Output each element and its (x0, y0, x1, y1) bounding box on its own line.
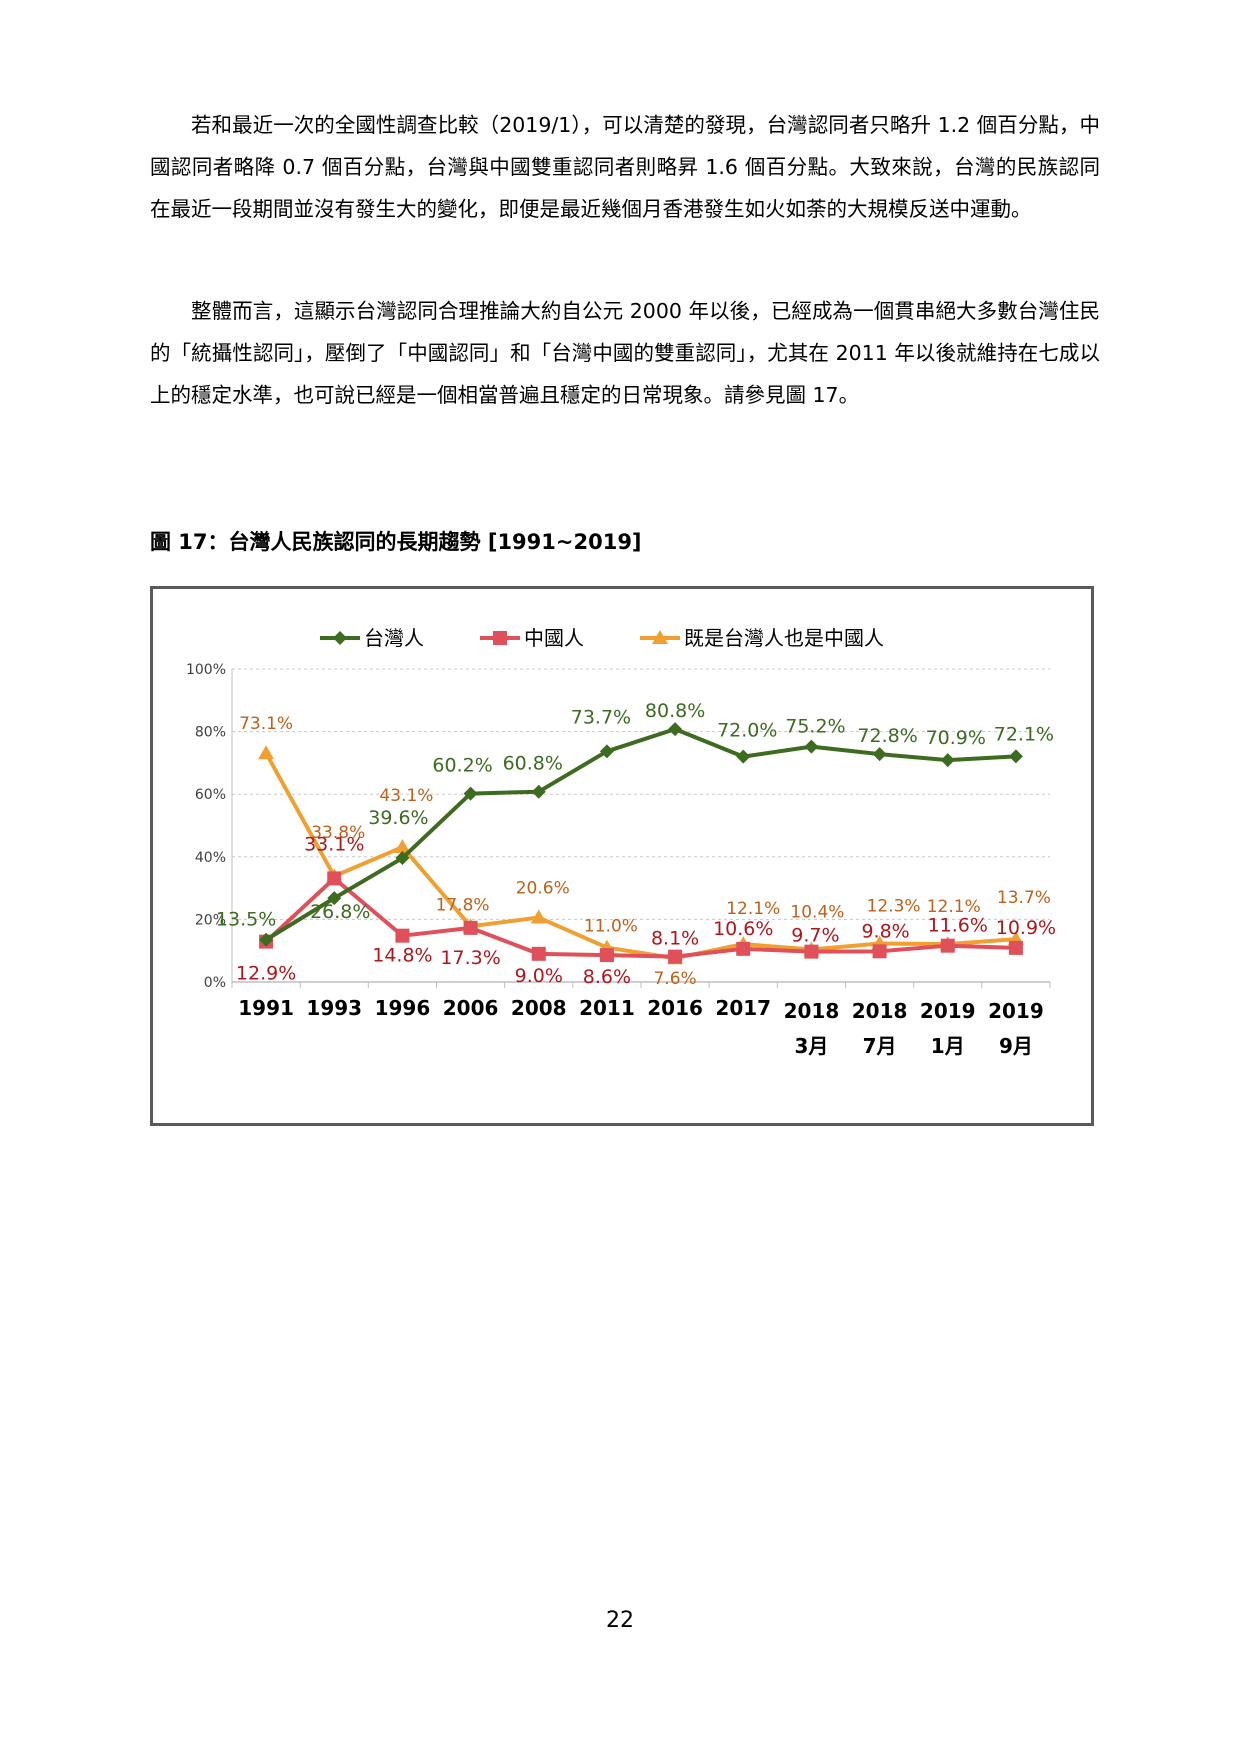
legend-label: 台灣人 (364, 626, 424, 650)
legend-label: 既是台灣人也是中國人 (684, 626, 884, 650)
data-label: 17.8% (436, 895, 490, 915)
y-tick-label: 60% (195, 787, 226, 803)
chart-container: 0% 20% 40% 60% 80% 100% 1991 1993 1996 2006 2008 20… (150, 586, 1094, 1126)
x-tick-label: 2017 (715, 996, 771, 1020)
data-label: 60.8% (503, 753, 563, 775)
data-point (394, 839, 411, 854)
data-label: 10.9% (996, 917, 1056, 939)
data-point (599, 948, 614, 963)
data-label: 14.8% (372, 945, 432, 967)
data-point (258, 745, 275, 760)
x-tick-label: 2019 9月 (988, 999, 1044, 1058)
data-label: 8.6% (583, 966, 631, 988)
legend-label: 中國人 (524, 626, 584, 650)
data-point (804, 944, 819, 959)
legend-marker (493, 631, 507, 645)
data-label: 10.6% (713, 918, 773, 940)
data-label: 11.0% (584, 917, 638, 937)
data-label: 72.0% (717, 720, 777, 742)
x-tick-label: 2019 1月 (920, 999, 976, 1058)
data-label: 17.3% (440, 947, 500, 969)
x-tick-label: 1993 (306, 996, 362, 1020)
data-point (940, 938, 955, 953)
data-point (668, 949, 683, 964)
y-tick-label: 40% (195, 850, 226, 866)
data-point (1008, 940, 1023, 955)
data-label: 13.7% (997, 888, 1051, 908)
y-tick-label: 100% (186, 662, 226, 678)
figure-caption: 圖 17：台灣人民族認同的長期趨勢 [1991~2019] (150, 530, 642, 554)
data-label: 20.6% (516, 879, 570, 899)
data-label: 12.1% (927, 897, 981, 917)
x-tick-label: 2018 7月 (852, 999, 908, 1058)
data-label: 75.2% (785, 716, 845, 738)
y-tick-label: 80% (195, 725, 226, 741)
data-point (463, 786, 478, 801)
data-label: 7.6% (653, 969, 696, 989)
data-label: 12.9% (236, 963, 296, 985)
data-label: 33.1% (304, 833, 364, 855)
data-label: 80.8% (645, 700, 705, 722)
series-line (265, 727, 1017, 942)
data-point (736, 941, 751, 956)
data-label: 9.8% (861, 920, 909, 942)
page-number: 22 (606, 1608, 634, 1633)
data-point (1008, 749, 1023, 764)
data-point (668, 722, 683, 737)
x-tick-label: 1991 (238, 996, 294, 1020)
data-label: 60.2% (432, 755, 492, 777)
data-point (327, 871, 342, 886)
data-point (872, 944, 887, 959)
x-tick-label: 1996 (375, 996, 431, 1020)
data-label: 10.4% (790, 902, 844, 922)
data-point (530, 909, 547, 924)
series-line (264, 876, 1016, 959)
x-tick-label: 2008 (511, 996, 567, 1020)
data-label: 9.7% (791, 925, 839, 947)
data-label: 13.5% (216, 909, 276, 931)
data-point (531, 946, 546, 961)
x-tick-label: 2006 (443, 996, 499, 1020)
data-label: 72.1% (994, 723, 1054, 745)
data-point (872, 747, 887, 762)
data-point (736, 749, 751, 764)
data-point (395, 928, 410, 943)
data-point (940, 753, 955, 768)
x-tick-label: 2018 3月 (784, 999, 840, 1058)
data-label: 12.3% (867, 897, 921, 917)
data-point (395, 851, 410, 866)
data-label: 8.1% (651, 928, 699, 950)
series-line (264, 752, 1017, 961)
line-chart: 0% 20% 40% 60% 80% 100% 1991 1993 1996 2006 2008 20… (186, 626, 1056, 1058)
data-label: 73.7% (571, 706, 631, 728)
paragraph-1: 若和最近一次的全國性調查比較（2019/1），可以清楚的發現，台灣認同者只略升 … (150, 113, 1100, 221)
data-point (599, 744, 614, 759)
legend-marker (333, 631, 347, 645)
data-label: 72.8% (857, 725, 917, 747)
data-label: 39.6% (368, 807, 428, 829)
x-tick-label: 2016 (647, 996, 703, 1020)
data-point (804, 739, 819, 754)
data-label: 73.1% (239, 714, 293, 734)
data-label: 11.6% (928, 915, 988, 937)
data-label: 12.1% (726, 899, 780, 919)
data-label: 9.0% (515, 965, 563, 987)
y-tick-label: 20% (195, 912, 226, 928)
data-point (463, 920, 478, 935)
data-label: 43.1% (379, 786, 433, 806)
data-point (327, 891, 342, 906)
data-label: 33.8% (311, 823, 365, 843)
data-point (531, 784, 546, 799)
paragraph-2: 整體而言，這顯示台灣認同合理推論大約自公元 2000 年以後，已經成為一個貫串絕… (150, 299, 1100, 407)
x-tick-label: 2011 (579, 996, 635, 1020)
data-label: 26.8% (310, 901, 370, 923)
data-point (259, 932, 274, 947)
legend-marker (652, 630, 668, 644)
y-tick-label: 0% (204, 975, 226, 991)
data-label: 70.9% (926, 727, 986, 749)
